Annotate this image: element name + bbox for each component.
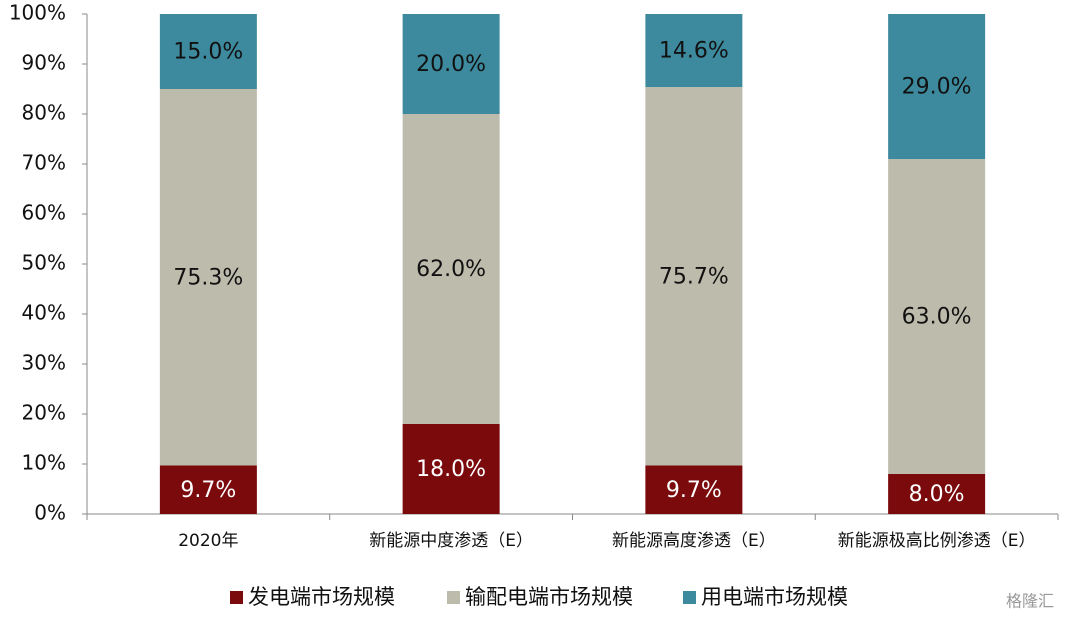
bar-segment bbox=[402, 114, 500, 424]
value-label: 20.0% bbox=[416, 52, 486, 77]
value-label: 9.7% bbox=[180, 478, 236, 503]
y-tick-label: 90% bbox=[22, 51, 66, 75]
legend-label: 发电端市场规模 bbox=[248, 585, 395, 609]
bar-segment bbox=[645, 465, 743, 514]
bar-segment bbox=[888, 159, 986, 474]
y-tick-label: 70% bbox=[22, 151, 66, 175]
value-label: 9.7% bbox=[666, 478, 722, 503]
watermark: 格隆汇 bbox=[1006, 592, 1054, 611]
value-label: 8.0% bbox=[909, 482, 965, 507]
value-label: 75.7% bbox=[659, 264, 729, 289]
y-tick-label: 80% bbox=[22, 101, 66, 125]
value-label: 15.0% bbox=[173, 40, 243, 65]
bar-segment bbox=[888, 14, 986, 159]
legend-marker bbox=[447, 591, 460, 604]
legend-label: 输配电端市场规模 bbox=[465, 585, 633, 609]
y-tick-label: 40% bbox=[22, 301, 66, 325]
bar-segment bbox=[159, 14, 257, 89]
bar-segment bbox=[402, 424, 500, 514]
legend-marker bbox=[683, 591, 696, 604]
bar-segment bbox=[645, 87, 743, 466]
bar-segment bbox=[159, 465, 257, 514]
value-label: 75.3% bbox=[173, 265, 243, 290]
value-label: 29.0% bbox=[902, 75, 972, 100]
y-tick-label: 10% bbox=[22, 451, 66, 475]
y-tick-label: 50% bbox=[22, 251, 66, 275]
bar-segment bbox=[402, 14, 500, 114]
x-tick-label: 新能源中度渗透（E） bbox=[369, 531, 533, 551]
legend-label: 用电端市场规模 bbox=[701, 585, 848, 609]
x-tick-label: 新能源极高比例渗透（E） bbox=[838, 531, 1036, 551]
x-tick-label: 2020年 bbox=[178, 531, 238, 551]
y-tick-label: 100% bbox=[9, 1, 66, 25]
legend-marker bbox=[230, 591, 243, 604]
y-tick-label: 0% bbox=[34, 501, 66, 525]
bar-segment bbox=[645, 14, 743, 87]
y-tick-label: 20% bbox=[22, 401, 66, 425]
value-label: 62.0% bbox=[416, 257, 486, 282]
value-label: 18.0% bbox=[416, 457, 486, 482]
value-label: 63.0% bbox=[902, 305, 972, 330]
y-tick-label: 60% bbox=[22, 201, 66, 225]
x-tick-label: 新能源高度渗透（E） bbox=[612, 531, 776, 551]
value-label: 14.6% bbox=[659, 39, 729, 64]
bar-segment bbox=[159, 89, 257, 466]
y-tick-label: 30% bbox=[22, 351, 66, 375]
bar-segment bbox=[888, 474, 986, 514]
